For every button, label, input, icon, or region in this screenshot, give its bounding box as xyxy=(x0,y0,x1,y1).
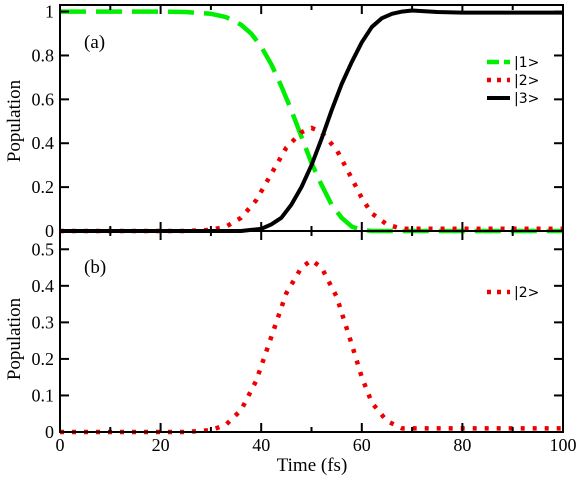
panel-a-y-tick-label: 0 xyxy=(45,221,54,241)
panel-b-y-tick-label: 0.3 xyxy=(32,312,55,332)
panel-a-label: (a) xyxy=(84,32,105,53)
panel-b-y-tick-label: 0.5 xyxy=(32,239,55,259)
panel-b-y-tick-label: 0.4 xyxy=(32,276,55,296)
panel-b-x-tick-label: 0 xyxy=(56,435,65,455)
panel-b-x-tick-label: 100 xyxy=(550,435,577,455)
panel-a-frame xyxy=(59,4,564,232)
panel-a-y-axis-title: Population xyxy=(4,79,25,162)
panel-a-legend-label-1: |1> xyxy=(514,55,539,71)
panel-a-legend: |1> |2> |3> xyxy=(487,55,539,107)
panel-b-y-tick-label: 0 xyxy=(45,422,54,442)
panel-a-y-tick-label: 0.8 xyxy=(32,45,55,65)
panel-a-y-tick-label: 0.4 xyxy=(32,133,55,153)
panel-b: (b) Population 0 0.1 0.2 0.3 0.4 0.5 0 20 40 60 80… xyxy=(4,230,577,455)
panel-b-series-line-1 xyxy=(60,257,563,435)
panel-a-y-tick-label: 0.6 xyxy=(32,89,55,109)
panel-a-series-line-2 xyxy=(60,125,563,234)
panel-b-y-tick-label: 0.2 xyxy=(32,349,55,369)
panel-a-y-tick-label: 0.2 xyxy=(32,177,55,197)
panel-b-x-tick-label: 60 xyxy=(353,435,371,455)
panel-b-x-tick-label: 20 xyxy=(152,435,170,455)
panel-a: (a) Population 0 0.2 0.4 0.6 0.8 1 |1> |2> |3> xyxy=(4,2,564,241)
panel-a-series-line-3 xyxy=(60,8,563,233)
panel-b-frame xyxy=(59,230,564,433)
panel-a-series-line-1 xyxy=(60,9,563,234)
panel-a-y-tick-label: 1 xyxy=(45,2,54,22)
panel-b-label: (b) xyxy=(84,257,106,278)
panel-b-x-tick-label: 80 xyxy=(453,435,471,455)
panel-a-legend-label-3: |3> xyxy=(514,91,539,107)
panel-b-x-tick-label: 40 xyxy=(252,435,270,455)
panel-a-legend-label-2: |2> xyxy=(514,73,539,89)
x-axis-title: Time (fs) xyxy=(277,455,348,476)
panel-b-legend-label-1: |2> xyxy=(514,285,539,301)
panel-b-y-tick-label: 0.1 xyxy=(32,385,55,405)
panel-b-y-axis-title: Population xyxy=(4,297,25,380)
panel-b-legend: |2> xyxy=(487,285,539,301)
